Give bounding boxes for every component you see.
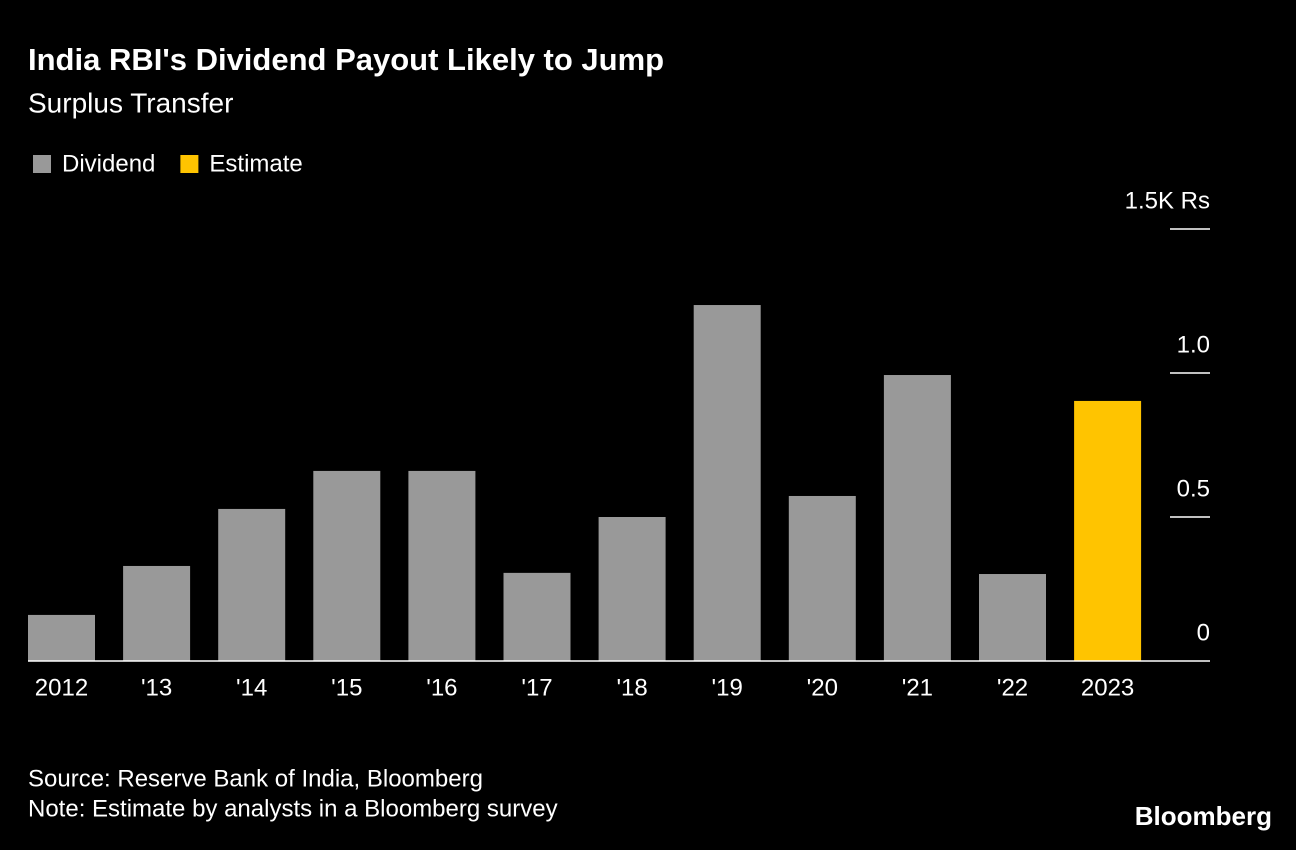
bar	[693, 305, 761, 661]
bar	[218, 508, 286, 661]
legend-swatch	[180, 155, 199, 173]
bar	[503, 572, 571, 661]
bar	[979, 574, 1046, 661]
x-tick-label: '15	[331, 674, 362, 701]
x-tick-label: '18	[616, 674, 647, 701]
x-tick-label: '14	[236, 674, 267, 701]
y-tick-label: 1.0	[1177, 331, 1210, 358]
bar	[1074, 400, 1142, 661]
x-tick-label: '16	[426, 674, 457, 701]
brand: Bloomberg	[1135, 801, 1272, 831]
x-tick-label: '13	[141, 674, 172, 701]
x-tick-label: '19	[712, 674, 743, 701]
x-tick-label: '21	[902, 674, 933, 701]
chart-title: India RBI's Dividend Payout Likely to Ju…	[28, 42, 664, 77]
x-tick-label: 2012	[35, 674, 88, 701]
bar	[313, 470, 381, 661]
bar	[408, 470, 476, 661]
x-tick-label: '22	[997, 674, 1028, 701]
bar	[123, 565, 191, 661]
legend-label: Estimate	[209, 150, 302, 177]
y-tick-label: 1.5K Rs	[1125, 187, 1210, 214]
x-tick-label: '17	[521, 674, 552, 701]
chart-subtitle: Surplus Transfer	[28, 87, 233, 118]
bar	[788, 495, 856, 661]
y-tick-label: 0	[1197, 619, 1210, 646]
x-tick-label: 2023	[1081, 674, 1134, 701]
legend-label: Dividend	[62, 150, 155, 177]
bar	[883, 375, 951, 661]
bar	[598, 517, 666, 661]
x-tick-label: '20	[807, 674, 838, 701]
legend-swatch	[33, 155, 51, 173]
note: Note: Estimate by analysts in a Bloomber…	[28, 795, 558, 822]
source: Source: Reserve Bank of India, Bloomberg	[28, 765, 483, 792]
y-tick-label: 0.5	[1177, 475, 1210, 502]
bar	[28, 614, 95, 661]
